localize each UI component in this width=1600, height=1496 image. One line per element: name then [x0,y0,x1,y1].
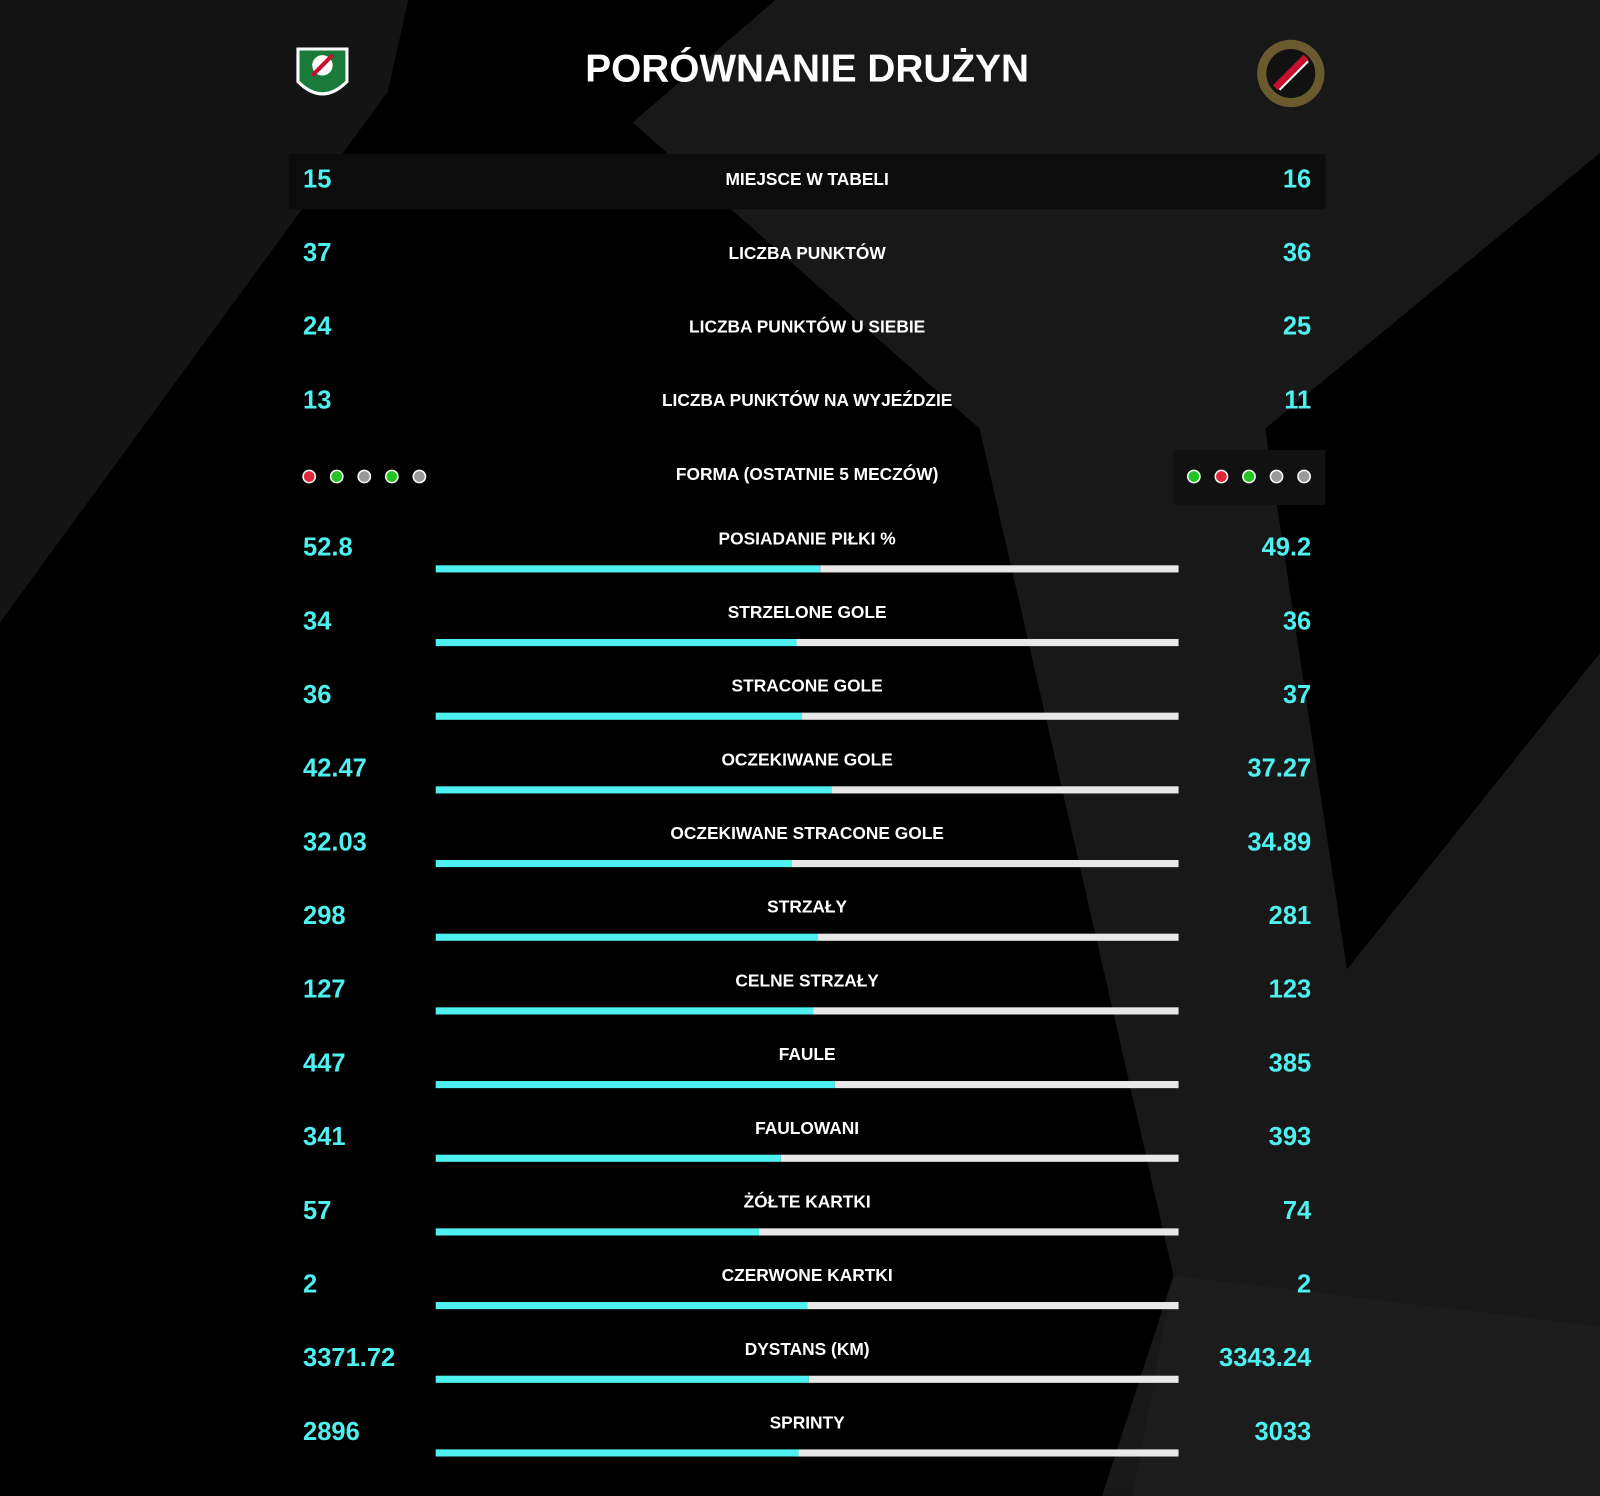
stat-label: STRZELONE GOLE [728,602,887,622]
home-value: 13 [303,386,331,414]
away-bar [831,786,1179,794]
away-value: 37.27 [1247,755,1311,783]
away-value: 123 [1269,976,1312,1004]
home-value: 3371.72 [303,1344,395,1372]
away-value: 11 [1284,386,1311,414]
away-bar [807,1302,1179,1310]
bg-shape [1132,1275,1600,1496]
stat-label: ŻÓŁTE KARTKI [744,1191,871,1211]
home-value: 341 [303,1123,346,1151]
away-bar [834,1081,1179,1089]
away-bar [780,1154,1179,1162]
home-value: 2 [303,1270,317,1298]
away-value: 74 [1283,1197,1312,1225]
home-value: 52.8 [303,534,353,562]
stat-label: FAULOWANI [755,1118,859,1138]
form-dot [1186,469,1201,484]
away-bar [813,1007,1179,1015]
home-value: 42.47 [303,755,367,783]
home-value: 57 [303,1197,331,1225]
stat-label: FAULE [779,1044,836,1064]
away-value: 3033 [1254,1418,1311,1446]
stat-label: SPRINTY [770,1412,846,1432]
home-value: 127 [303,976,346,1004]
stat-label: LICZBA PUNKTÓW NA WYJEŹDZIE [662,390,952,410]
stat-label: STRACONE GOLE [732,676,883,696]
form-dot [384,469,399,484]
stat-label: LICZBA PUNKTÓW [729,243,887,263]
home-value: 2896 [303,1418,360,1446]
page-title: PORÓWNANIE DRUŻYN [585,47,1029,91]
away-value: 16 [1283,165,1311,193]
home-bar [435,859,792,868]
away-bar [796,638,1179,647]
home-value: 37 [303,239,331,267]
away-value: 281 [1269,902,1312,930]
away-bar [791,859,1179,868]
away-value: 3343.24 [1219,1344,1312,1372]
away-value: 34.89 [1247,828,1311,856]
away-bar [802,712,1179,720]
away-value: 385 [1269,1049,1312,1077]
form-dot [1214,469,1229,484]
form-dot [412,469,427,484]
away-value: 2 [1297,1270,1311,1298]
form-dot [1242,469,1256,484]
stat-label: DYSTANS (KM) [745,1339,870,1359]
away-value: 37 [1283,681,1311,709]
home-bar [435,1081,835,1089]
home-bar [435,1228,759,1236]
form-dot [329,469,344,484]
stat-label: CZERWONE KARTKI [722,1265,893,1285]
away-bar [808,1375,1179,1383]
away-value: 36 [1283,239,1311,267]
away-bar [798,1449,1179,1457]
home-logo [296,47,349,96]
form-dot [1269,469,1284,484]
home-bar [435,1154,781,1162]
away-bar [820,565,1179,573]
form-dot [357,469,372,484]
home-bar [435,1007,814,1015]
away-value: 25 [1283,313,1311,341]
home-value: 32.03 [303,828,367,856]
home-value: 447 [303,1049,346,1077]
stat-label: POSIADANIE PIŁKI % [719,528,896,548]
home-bar [435,1302,808,1310]
home-value: 15 [303,165,331,193]
home-value: 36 [303,681,331,709]
stat-label: OCZEKIWANE GOLE [721,749,892,769]
stat-label: OCZEKIWANE STRACONE GOLE [670,823,943,843]
home-bar [435,1375,809,1383]
away-value: 36 [1283,607,1311,635]
form-dot [1297,469,1311,484]
form-dot [302,469,317,484]
stat-label: MIEJSCE W TABELI [725,169,888,189]
home-bar [435,786,832,794]
away-logo [1257,39,1325,108]
home-bar [435,933,819,941]
home-value: 298 [303,902,346,930]
home-value: 24 [303,313,332,341]
away-value: 393 [1269,1123,1312,1151]
home-bar [435,1449,799,1457]
away-bar [758,1228,1179,1236]
bg-shape [632,0,1600,1496]
away-value: 49.2 [1262,534,1312,562]
home-bar [435,712,803,720]
stat-label: FORMA (OSTATNIE 5 MECZÓW) [676,464,938,484]
home-bar [435,638,797,647]
home-value: 34 [303,607,332,635]
home-bar [435,565,821,573]
row-bg [288,154,1326,210]
stat-label: LICZBA PUNKTÓW U SIEBIE [689,317,925,337]
away-bar [818,933,1179,941]
stat-label: CELNE STRZAŁY [735,970,879,990]
stat-label: STRZAŁY [767,897,847,917]
